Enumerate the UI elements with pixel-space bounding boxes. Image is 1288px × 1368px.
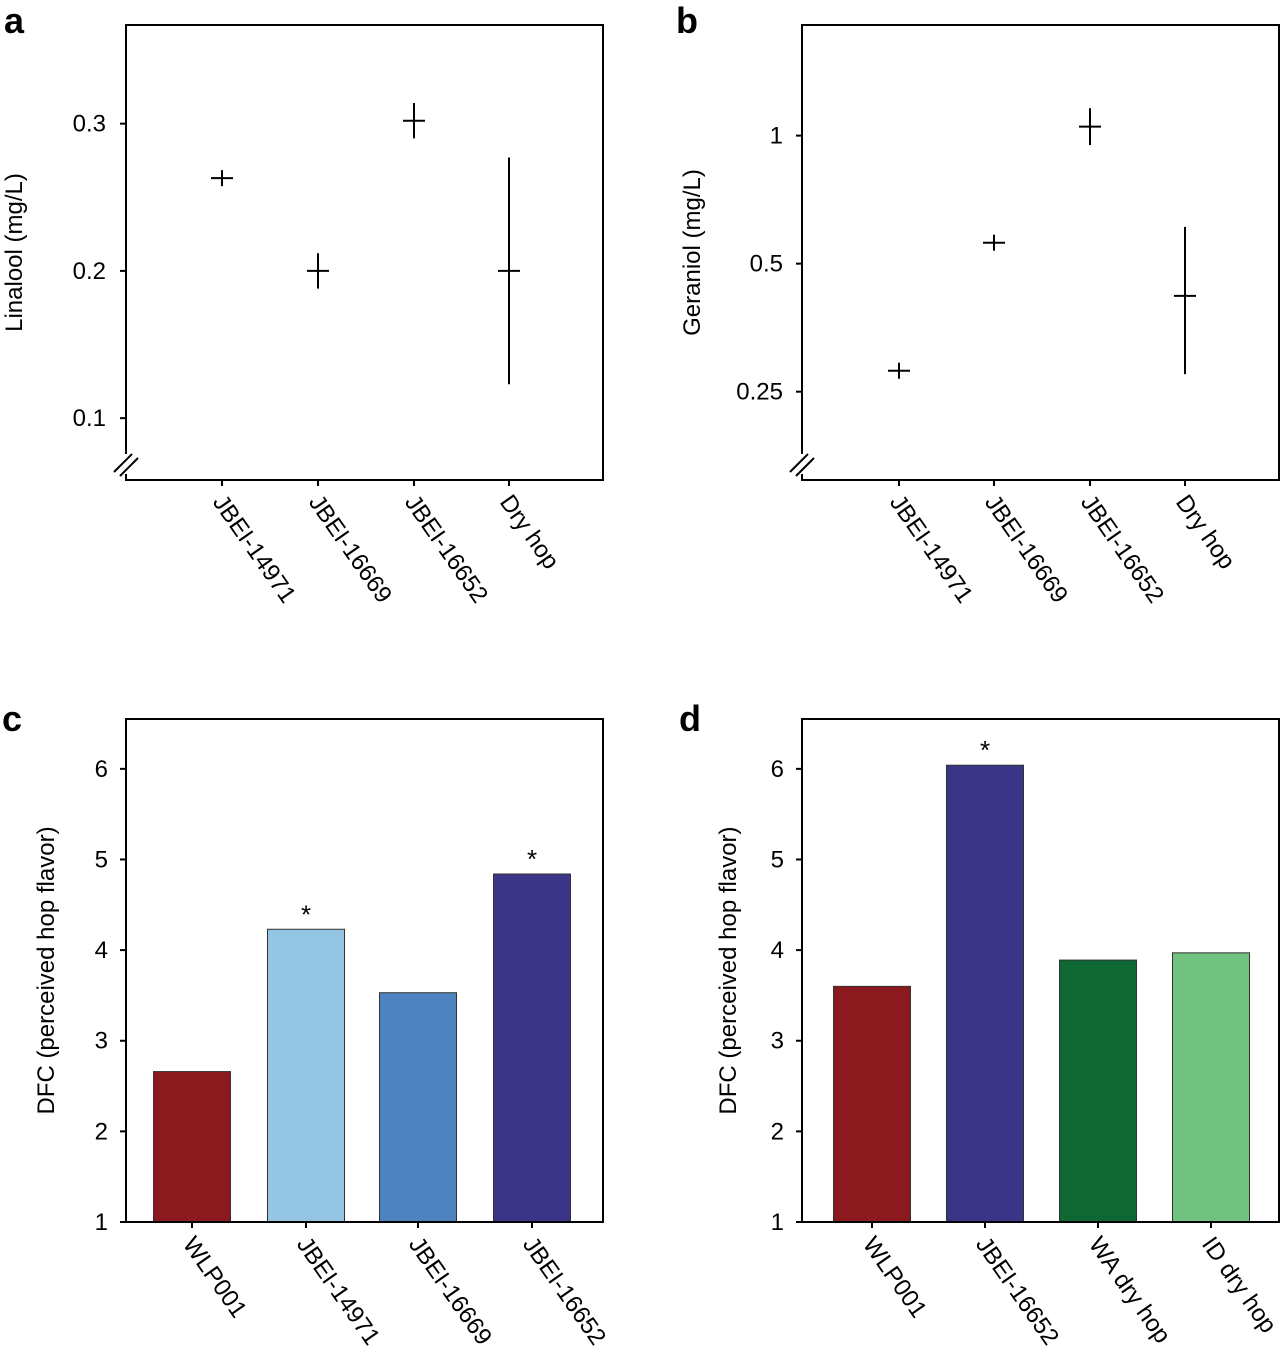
x-category-label: JBEI-16669 xyxy=(403,1232,497,1350)
x-category-label: JBEI-16669 xyxy=(303,490,397,608)
y-tick-label: 4 xyxy=(95,937,108,964)
panel-letter: c xyxy=(2,698,22,739)
y-tick-label: 6 xyxy=(95,756,108,783)
x-category-label: WA dry hop xyxy=(1083,1232,1176,1348)
y-tick-label: 0.1 xyxy=(73,405,106,432)
axis-break-mark xyxy=(113,453,133,473)
y-axis-label: Linalool (mg/L) xyxy=(1,173,28,332)
y-axis-label: DFC (perceived hop flavor) xyxy=(715,826,742,1114)
y-tick-label: 3 xyxy=(771,1028,784,1055)
x-category-label: JBEI-14971 xyxy=(884,490,978,608)
y-tick-label: 0.5 xyxy=(750,251,783,278)
y-tick-label: 5 xyxy=(95,846,108,873)
x-category-label: JBEI-16652 xyxy=(399,490,493,608)
bar-jbei-16652 xyxy=(946,764,1024,1223)
y-axis-label: DFC (perceived hop flavor) xyxy=(33,826,60,1114)
y-tick-label: 1 xyxy=(95,1209,108,1236)
y-tick-label: 1 xyxy=(770,123,783,150)
bar-jbei-16652 xyxy=(493,873,571,1223)
panel-letter: a xyxy=(4,0,25,41)
plot-frame xyxy=(125,718,604,1223)
y-tick-label: 0.2 xyxy=(73,258,106,285)
y-tick-label: 5 xyxy=(771,846,784,873)
axis-break-gap xyxy=(118,454,134,474)
significance-star: * xyxy=(527,844,537,874)
significance-star: * xyxy=(980,735,990,765)
plot-frame xyxy=(801,718,1280,1223)
axis-break-gap xyxy=(794,454,810,474)
y-tick-label: 2 xyxy=(95,1118,108,1145)
x-category-label: Dry hop xyxy=(1170,490,1240,574)
bar-jbei-14971 xyxy=(267,928,345,1223)
bar-jbei-16669 xyxy=(379,992,457,1223)
y-tick-label: 6 xyxy=(771,756,784,783)
axis-break-mark xyxy=(789,453,809,473)
x-category-label: JBEI-16669 xyxy=(979,490,1073,608)
bar-wlp001 xyxy=(153,1071,231,1223)
panel-c: c * * 1 2 3 4 5 6 DFC (perceived hop flavor) WLP00… xyxy=(2,698,611,1350)
y-tick-label: 1 xyxy=(771,1209,784,1236)
x-category-label: JBEI-14971 xyxy=(207,490,301,608)
y-tick-label: 0.25 xyxy=(736,379,783,406)
axis-break-mark xyxy=(119,457,139,477)
x-category-label: ID dry hop xyxy=(1196,1232,1282,1338)
axis-break-mark xyxy=(795,457,815,477)
panel-d: d * 1 2 3 4 5 6 DFC (perceived hop flavor) WLP001… xyxy=(679,698,1282,1350)
bar-id-dry-hop xyxy=(1172,952,1250,1223)
significance-star: * xyxy=(301,899,311,929)
y-tick-label: 0.3 xyxy=(73,111,106,138)
y-tick-label: 2 xyxy=(771,1118,784,1145)
y-tick-label: 3 xyxy=(95,1028,108,1055)
x-category-label: JBEI-16652 xyxy=(970,1232,1064,1350)
bar-wa-dry-hop xyxy=(1059,959,1137,1223)
x-category-label: WLP001 xyxy=(857,1232,932,1323)
plot-frame xyxy=(125,24,604,481)
y-axis-label: Geraniol (mg/L) xyxy=(679,169,706,336)
x-category-label: WLP001 xyxy=(177,1232,252,1323)
y-tick-label: 4 xyxy=(771,937,784,964)
x-category-label: JBEI-14971 xyxy=(291,1232,385,1350)
panel-letter: b xyxy=(676,0,698,41)
x-category-label: JBEI-16652 xyxy=(517,1232,611,1350)
x-category-label: Dry hop xyxy=(494,490,564,574)
plot-frame xyxy=(801,24,1280,481)
x-category-label: JBEI-16652 xyxy=(1075,490,1169,608)
bar-wlp001 xyxy=(833,985,911,1223)
panel-letter: d xyxy=(679,698,701,739)
